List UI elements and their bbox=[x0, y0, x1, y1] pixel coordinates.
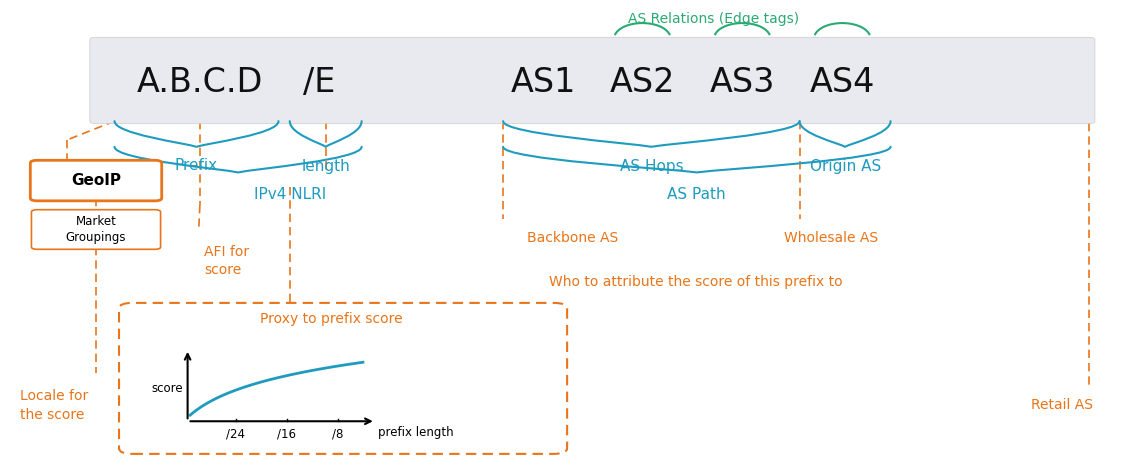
Text: /E: /E bbox=[303, 67, 335, 99]
Text: /24: /24 bbox=[227, 428, 246, 441]
Text: Retail AS: Retail AS bbox=[1031, 398, 1093, 412]
Text: Proxy to prefix score: Proxy to prefix score bbox=[259, 312, 403, 326]
Text: length: length bbox=[301, 159, 350, 174]
FancyBboxPatch shape bbox=[119, 303, 567, 454]
Text: A.B.C.D: A.B.C.D bbox=[137, 67, 263, 99]
Text: score: score bbox=[152, 383, 183, 396]
Text: /16: /16 bbox=[277, 428, 296, 441]
Text: AS Relations (Edge tags): AS Relations (Edge tags) bbox=[628, 12, 798, 26]
Text: Backbone AS: Backbone AS bbox=[527, 231, 619, 245]
Text: GeoIP: GeoIP bbox=[71, 173, 121, 188]
FancyBboxPatch shape bbox=[30, 160, 162, 201]
Text: AFI for
score: AFI for score bbox=[204, 245, 249, 277]
Text: Market
Groupings: Market Groupings bbox=[66, 215, 126, 244]
Text: AS2: AS2 bbox=[610, 67, 675, 99]
FancyBboxPatch shape bbox=[31, 210, 161, 249]
Text: AS Hops: AS Hops bbox=[620, 159, 683, 174]
Text: Prefix: Prefix bbox=[175, 158, 218, 172]
Text: AS4: AS4 bbox=[810, 67, 875, 99]
Text: /8: /8 bbox=[332, 428, 344, 441]
Text: Origin AS: Origin AS bbox=[810, 159, 882, 174]
Text: Who to attribute the score of this prefix to: Who to attribute the score of this prefi… bbox=[549, 275, 843, 289]
Text: prefix length: prefix length bbox=[378, 426, 454, 439]
FancyBboxPatch shape bbox=[90, 37, 1095, 123]
Text: AS1: AS1 bbox=[511, 67, 576, 99]
Text: IPv4 NLRI: IPv4 NLRI bbox=[254, 187, 326, 202]
Text: AS3: AS3 bbox=[710, 67, 775, 99]
Text: Locale for
the score: Locale for the score bbox=[20, 389, 89, 422]
Text: AS Path: AS Path bbox=[667, 187, 725, 202]
Text: Wholesale AS: Wholesale AS bbox=[784, 231, 878, 245]
